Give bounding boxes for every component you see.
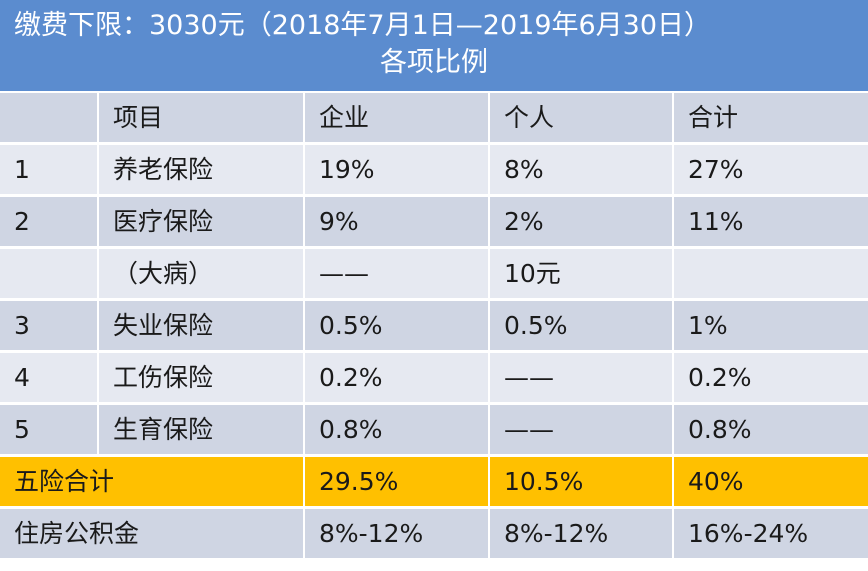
row-total: 11% [674,197,868,249]
column-header-index [0,93,99,145]
row-item: （大病） [99,249,305,301]
summary-employer: 8%-12% [305,509,490,561]
table-header-banner: 缴费下限：3030元（2018年7月1日—2019年6月30日） 各项比例 [0,0,868,91]
row-employer: —— [305,249,490,301]
column-header-total: 合计 [674,93,868,145]
row-index [0,249,99,301]
row-individual: 2% [490,197,674,249]
column-header-item: 项目 [99,93,305,145]
row-item: 工伤保险 [99,353,305,405]
summary-total: 16%-24% [674,509,868,561]
summary-individual: 10.5% [490,457,674,509]
row-index: 3 [0,301,99,353]
row-index: 2 [0,197,99,249]
row-individual: —— [490,353,674,405]
column-header-employer: 企业 [305,93,490,145]
row-individual: 0.5% [490,301,674,353]
row-total: 0.2% [674,353,868,405]
row-individual: —— [490,405,674,457]
rates-table: 项目 企业 个人 合计 1 养老保险 19% 8% 27% 2 医疗保险 9% … [0,93,868,561]
row-index: 4 [0,353,99,405]
row-total: 27% [674,145,868,197]
row-total: 0.8% [674,405,868,457]
page-subtitle: 各项比例 [380,47,488,78]
row-employer: 0.5% [305,301,490,353]
row-index: 1 [0,145,99,197]
page-title: 缴费下限：3030元（2018年7月1日—2019年6月30日） [14,10,712,41]
row-individual: 8% [490,145,674,197]
row-employer: 19% [305,145,490,197]
column-header-individual: 个人 [490,93,674,145]
summary-total: 40% [674,457,868,509]
row-employer: 0.2% [305,353,490,405]
row-employer: 0.8% [305,405,490,457]
row-index: 5 [0,405,99,457]
row-item: 医疗保险 [99,197,305,249]
summary-employer: 29.5% [305,457,490,509]
summary-label: 五险合计 [0,457,305,509]
summary-label: 住房公积金 [0,509,305,561]
row-total: 1% [674,301,868,353]
row-item: 养老保险 [99,145,305,197]
row-item: 生育保险 [99,405,305,457]
summary-individual: 8%-12% [490,509,674,561]
row-total [674,249,868,301]
row-employer: 9% [305,197,490,249]
row-item: 失业保险 [99,301,305,353]
row-individual: 10元 [490,249,674,301]
